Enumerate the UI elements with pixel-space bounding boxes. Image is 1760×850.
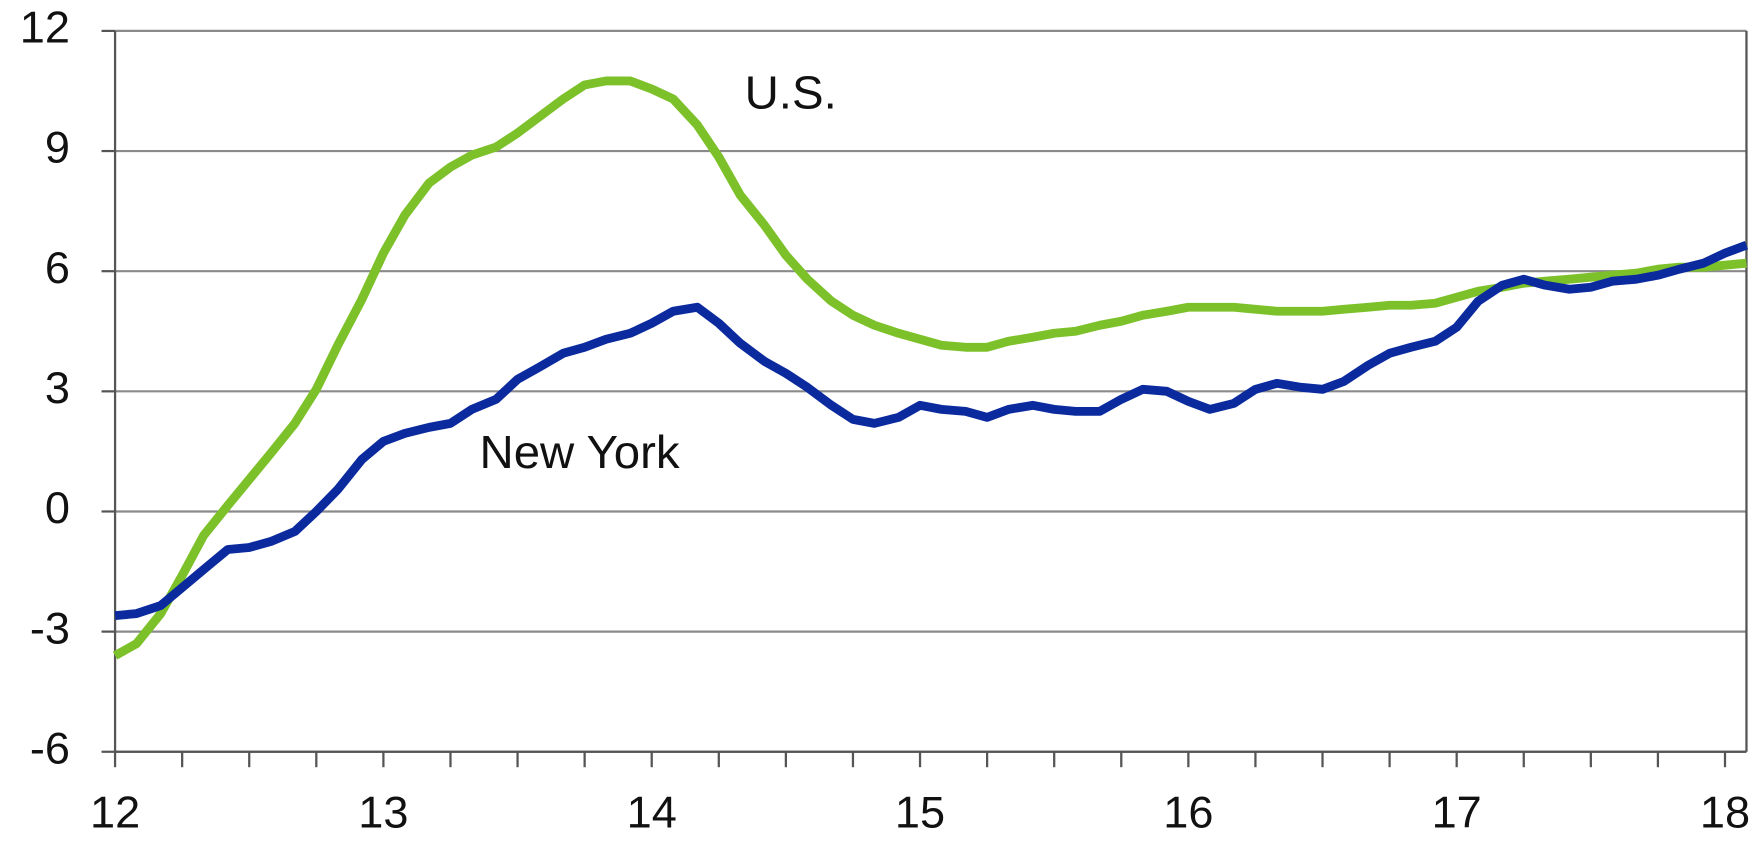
y-tick-label: 6 [45,244,70,292]
y-tick-label: 12 [20,4,70,52]
x-tick-label: 12 [90,789,140,837]
y-tick-label: 0 [45,485,70,533]
line-series [112,76,1747,660]
x-tick-label: 13 [358,789,408,837]
line-series [114,241,1749,620]
y-tick-label: 3 [45,364,70,412]
y-tick-label: -6 [30,725,70,773]
x-tick-label: 16 [1163,789,1213,837]
x-tick-label: 15 [895,789,945,837]
y-tick-label: 9 [45,124,70,172]
x-tick-label: 17 [1432,789,1482,837]
series-label: U.S. [745,67,837,118]
y-tick-label: -3 [30,605,70,653]
x-tick-label: 14 [627,789,677,837]
x-tick-label: 18 [1700,789,1750,837]
series-label: New York [479,427,680,478]
